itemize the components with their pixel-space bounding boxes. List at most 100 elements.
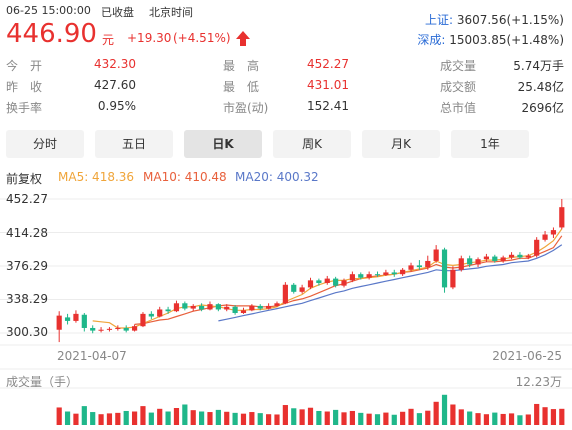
turnover-value: 0.95% bbox=[97, 99, 136, 113]
candle-body bbox=[182, 303, 188, 309]
candle-body bbox=[282, 284, 288, 304]
volume-bar bbox=[64, 411, 71, 425]
tab-intraday[interactable]: 分时 bbox=[6, 130, 84, 158]
tab-monthly-k[interactable]: 月K bbox=[362, 130, 440, 158]
index-shenzhen[interactable]: 深成: 15003.85(+1.48%) bbox=[417, 31, 564, 48]
candle-body bbox=[408, 265, 414, 270]
candle-body bbox=[383, 272, 389, 276]
tab-one-year[interactable]: 1年 bbox=[451, 130, 529, 158]
candle-body bbox=[106, 328, 113, 330]
candle-body bbox=[123, 327, 129, 331]
ma5-legend: MA5: 418.36 bbox=[58, 170, 135, 184]
volume-label: 成交量 bbox=[440, 59, 477, 73]
candle-body bbox=[240, 310, 247, 313]
tab-five-day[interactable]: 五日 bbox=[95, 130, 173, 158]
candle-body bbox=[559, 207, 565, 228]
candle-body bbox=[374, 274, 381, 276]
index-shenzhen-value: 15003.85(+1.48%) bbox=[449, 33, 564, 47]
candle-body bbox=[349, 274, 355, 281]
volume-bar bbox=[291, 408, 297, 425]
y-tick-label: 414.28 bbox=[6, 226, 48, 240]
candle-body bbox=[73, 313, 79, 321]
candle-body bbox=[333, 278, 339, 286]
candle-body bbox=[224, 306, 230, 310]
candle-body bbox=[366, 274, 372, 278]
volume-bar bbox=[333, 409, 339, 425]
candle-body bbox=[324, 278, 330, 284]
tab-daily-k[interactable]: 日K bbox=[184, 130, 262, 158]
high-label: 最 高 bbox=[223, 59, 260, 73]
adjust-mode[interactable]: 前复权 bbox=[6, 172, 43, 186]
volume-bar bbox=[165, 411, 171, 425]
candle-body bbox=[173, 303, 180, 312]
candle-body bbox=[98, 329, 104, 331]
volume-bar bbox=[366, 413, 372, 425]
candle-body bbox=[500, 257, 506, 261]
candle-body bbox=[291, 284, 297, 292]
candle-body bbox=[115, 327, 121, 329]
candle-body bbox=[425, 260, 431, 268]
volume-bar bbox=[215, 409, 221, 425]
volume-bar bbox=[492, 412, 498, 425]
candle-body bbox=[190, 305, 196, 309]
volume-bar bbox=[316, 410, 322, 425]
low-value: 431.01 bbox=[307, 78, 349, 92]
candle-body bbox=[232, 306, 238, 313]
candle-body bbox=[458, 258, 464, 270]
volume-bar bbox=[282, 405, 288, 425]
volume-bar bbox=[450, 404, 456, 425]
candle-body bbox=[140, 313, 146, 327]
candle-body bbox=[508, 254, 515, 258]
price-change: +19.30 bbox=[127, 31, 172, 45]
volume-max-label: 12.23万 bbox=[515, 375, 562, 389]
volume-bar bbox=[240, 413, 247, 425]
volume-bar bbox=[416, 413, 422, 425]
candle-body bbox=[266, 305, 272, 309]
volume-bar bbox=[534, 403, 540, 425]
low-label: 最 低 bbox=[223, 80, 260, 94]
volume-bar bbox=[441, 394, 448, 425]
candle-body bbox=[433, 249, 439, 261]
index-shanghai-label: 上证: bbox=[424, 13, 453, 27]
amount-value: 25.48亿 bbox=[517, 80, 564, 94]
candle-body bbox=[299, 287, 305, 292]
volume-bar bbox=[525, 414, 531, 425]
volume-bar bbox=[458, 409, 464, 425]
candle-body bbox=[441, 249, 448, 288]
ma20-line bbox=[218, 244, 563, 322]
candle-body bbox=[90, 327, 96, 331]
volume-bar bbox=[182, 404, 188, 425]
candle-body bbox=[483, 256, 490, 260]
volume-bar bbox=[257, 413, 263, 425]
volume-bar bbox=[467, 411, 473, 425]
tab-weekly-k[interactable]: 周K bbox=[273, 130, 351, 158]
y-tick-label: 300.30 bbox=[6, 325, 48, 339]
volume-bar bbox=[148, 412, 154, 425]
volume-bar bbox=[173, 408, 180, 425]
candle-body bbox=[416, 265, 422, 268]
volume-bar bbox=[433, 401, 439, 425]
volume-bar bbox=[307, 407, 314, 425]
y-tick-label: 338.29 bbox=[6, 292, 48, 306]
volume-bar bbox=[550, 409, 557, 425]
x-label-start: 2021-04-07 bbox=[57, 349, 127, 363]
volume-bar bbox=[199, 411, 205, 425]
volume-bar bbox=[98, 414, 104, 425]
candle-body bbox=[257, 305, 263, 309]
volume-bar bbox=[400, 411, 406, 425]
candle-body bbox=[307, 280, 314, 288]
volume-bar bbox=[232, 412, 238, 425]
volume-bar bbox=[106, 413, 113, 425]
ma20-legend: MA20: 400.32 bbox=[235, 170, 319, 184]
index-shanghai[interactable]: 上证: 3607.56(+1.15%) bbox=[425, 11, 564, 28]
volume-bar bbox=[383, 412, 389, 425]
candle-body bbox=[467, 258, 473, 265]
y-tick-label: 452.27 bbox=[6, 192, 48, 206]
candle-body bbox=[274, 303, 280, 306]
candle-body bbox=[341, 280, 347, 286]
turnover-label: 换手率 bbox=[6, 101, 43, 115]
candle-body bbox=[56, 315, 62, 330]
candle-body bbox=[316, 280, 322, 284]
volume-bar bbox=[391, 414, 397, 425]
